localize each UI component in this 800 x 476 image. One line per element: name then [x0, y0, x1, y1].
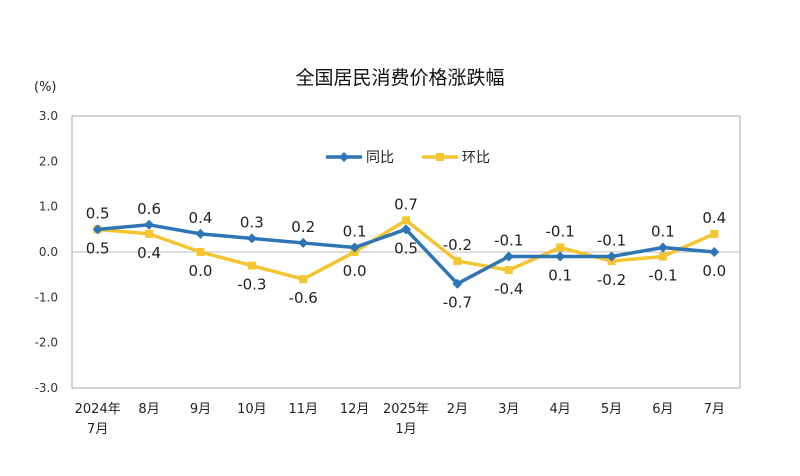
data-label-mom: 0.5 — [86, 239, 110, 257]
x-category-label: 11月 — [288, 402, 318, 417]
data-label-yoy: -0.7 — [443, 294, 472, 312]
data-label-mom: -0.2 — [443, 236, 472, 254]
data-label-mom: -0.2 — [597, 271, 626, 289]
data-point-mom — [402, 216, 410, 225]
data-label-mom: -0.1 — [648, 267, 677, 285]
chart-title: 全国居民消费价格涨跌幅 — [295, 67, 504, 89]
data-point-yoy — [195, 228, 206, 239]
data-point-yoy — [555, 251, 566, 262]
data-label-mom: -0.3 — [237, 276, 266, 294]
x-category-label: 2024年 7月 — [75, 402, 121, 437]
legend-marker-yoy — [339, 152, 349, 162]
data-point-yoy — [503, 251, 514, 262]
data-point-yoy — [92, 224, 103, 235]
data-label-yoy: 0.5 — [86, 204, 110, 222]
y-tick-label: -2.0 — [35, 336, 58, 350]
y-tick-label: 0.0 — [39, 245, 58, 259]
data-point-yoy — [401, 224, 411, 235]
data-point-yoy — [452, 278, 463, 289]
x-category-label: 7月 — [704, 402, 725, 417]
data-point-mom — [247, 261, 256, 270]
data-label-yoy: 0.6 — [137, 200, 161, 218]
x-category-label: 10月 — [237, 402, 267, 417]
y-tick-label: -3.0 — [35, 381, 58, 395]
legend-marker-mom — [436, 153, 444, 161]
x-category-label: 8月 — [138, 402, 159, 417]
data-point-mom — [556, 243, 565, 252]
x-axis-categories: 2024年 7月 8月 9月 10月 11月 12月 2025年 1月 2月 3月 4月 5月 6月 7月 — [75, 402, 725, 437]
x-category-label: 12月 — [340, 402, 370, 417]
series-markers — [92, 216, 720, 289]
data-label-mom: -0.4 — [494, 280, 523, 298]
y-axis-ticks: 3.0 2.0 1.0 0.0 -1.0 -2.0 -3.0 — [35, 109, 58, 395]
x-category-label: 2月 — [447, 402, 468, 417]
y-axis-unit: (%) — [34, 80, 57, 95]
legend-label-mom: 环比 — [462, 150, 490, 166]
data-point-yoy — [349, 242, 360, 253]
data-label-yoy: -0.1 — [597, 232, 626, 250]
data-label-mom: 0.4 — [137, 244, 161, 262]
data-point-yoy — [709, 247, 720, 257]
data-label-mom: 0.4 — [702, 209, 726, 227]
data-label-mom: 0.7 — [394, 195, 418, 213]
x-category-label: 4月 — [550, 402, 571, 417]
data-label-mom: 0.0 — [343, 262, 367, 280]
data-label-yoy: 0.1 — [651, 222, 675, 240]
x-category-label: 2025年 1月 — [383, 402, 429, 437]
x-category-label: 3月 — [498, 402, 519, 417]
data-label-mom: 0.0 — [189, 262, 213, 280]
data-point-mom — [453, 257, 462, 266]
data-label-yoy: -0.1 — [494, 232, 523, 250]
data-label-mom: -0.1 — [546, 222, 575, 240]
data-point-yoy — [246, 233, 257, 244]
data-point-mom — [145, 229, 154, 238]
data-point-yoy — [298, 237, 309, 248]
data-point-mom — [504, 266, 513, 275]
y-tick-label: 2.0 — [39, 154, 58, 168]
data-point-mom — [299, 275, 308, 284]
data-label-yoy: 0.2 — [291, 218, 315, 236]
data-point-mom — [710, 229, 719, 238]
y-tick-label: -1.0 — [35, 290, 58, 304]
data-point-yoy — [657, 242, 668, 253]
y-tick-label: 1.0 — [39, 200, 58, 214]
data-point-mom — [196, 248, 205, 256]
data-point-yoy — [144, 219, 155, 230]
data-label-yoy: 0.1 — [548, 267, 572, 285]
data-label-yoy: 0.0 — [702, 262, 726, 280]
data-label-yoy: 0.1 — [343, 222, 367, 240]
data-label-yoy: 0.4 — [189, 209, 213, 227]
x-category-label: 5月 — [601, 402, 622, 417]
data-point-yoy — [606, 251, 617, 262]
data-point-mom — [658, 252, 667, 261]
y-tick-label: 3.0 — [39, 109, 58, 123]
x-category-label: 9月 — [190, 402, 211, 417]
data-label-yoy: 0.3 — [240, 213, 264, 231]
data-label-mom: -0.6 — [289, 289, 318, 307]
legend-label-yoy: 同比 — [366, 150, 394, 166]
x-category-label: 6月 — [652, 402, 673, 417]
data-label-yoy: 0.5 — [394, 239, 418, 257]
legend: 同比 环比 — [326, 150, 490, 166]
data-labels: 0.5 0.5 0.6 0.4 0.4 0.0 0.3 -0.3 0.2 -0.6 0.1 0.0 0.… — [86, 195, 726, 311]
